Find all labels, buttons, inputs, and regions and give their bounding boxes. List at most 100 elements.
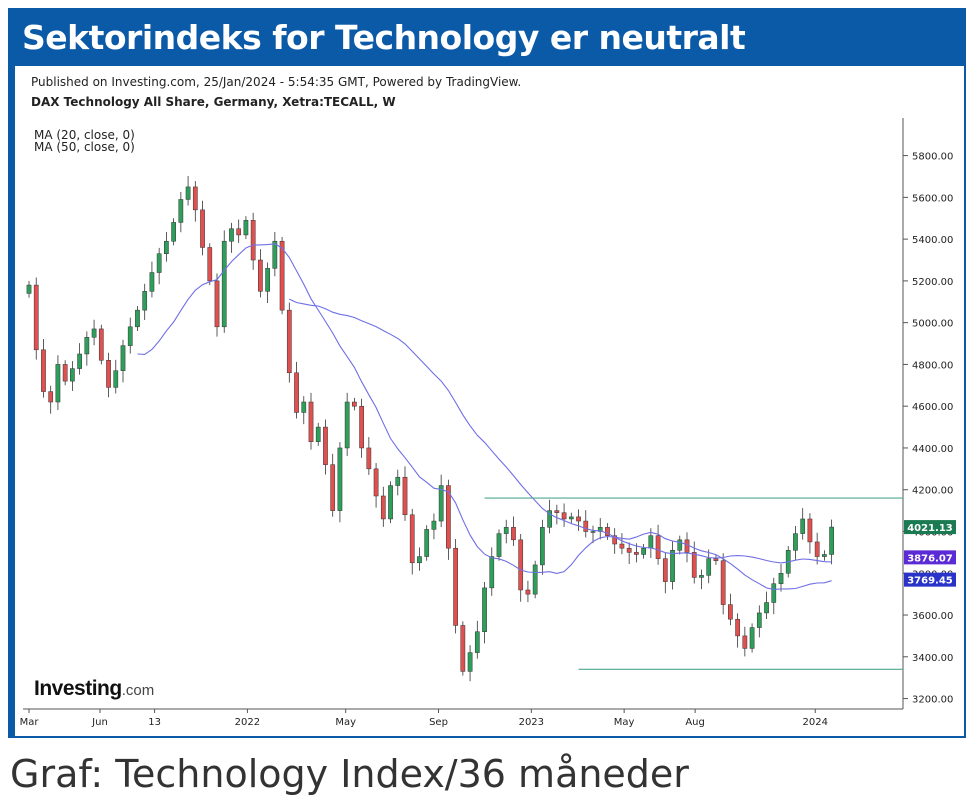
candle-body xyxy=(662,558,668,582)
candle-body xyxy=(511,527,516,541)
candle-body xyxy=(706,558,712,576)
candle-body xyxy=(670,550,675,582)
candle-body xyxy=(482,587,487,632)
candle-body xyxy=(178,199,184,223)
candle-body xyxy=(619,543,625,549)
candle-body xyxy=(91,328,97,338)
ma50-value-tag-bg xyxy=(904,572,956,587)
candle-body xyxy=(258,259,263,292)
x-tick-label: Sep xyxy=(429,717,448,728)
candle-body xyxy=(764,602,769,614)
candle-body xyxy=(605,527,610,536)
candle-body xyxy=(344,401,350,449)
candle-body xyxy=(330,464,336,511)
candle-body xyxy=(612,535,618,545)
x-tick-label: Mar xyxy=(20,717,40,728)
candle-body xyxy=(590,531,596,533)
candle-body xyxy=(778,573,784,584)
logo-suffix: .com xyxy=(121,682,155,699)
candle-body xyxy=(41,349,46,392)
candle-body xyxy=(532,564,538,595)
candle-body xyxy=(431,520,437,530)
y-tick-label: 5600.00 xyxy=(912,193,953,204)
candle-body xyxy=(720,560,726,605)
candle-body xyxy=(229,228,234,242)
candle-body xyxy=(438,485,444,522)
y-tick-label: 4200.00 xyxy=(912,486,953,497)
ma50-legend: MA (50, close, 0) xyxy=(34,140,135,154)
ma20-legend: MA (20, close, 0) xyxy=(34,128,135,142)
candle-body xyxy=(359,405,364,449)
candle-body xyxy=(424,529,430,557)
candle-body xyxy=(402,476,408,516)
x-tick-label: Aug xyxy=(685,717,705,728)
candle-body xyxy=(822,554,827,557)
candle-body xyxy=(547,510,552,528)
candle-body xyxy=(525,589,531,595)
candle-body xyxy=(70,368,75,382)
candle-body xyxy=(677,539,683,551)
x-tick-label: 2024 xyxy=(803,717,828,728)
price-chart[interactable]: 3200.003400.003600.003800.004000.004200.… xyxy=(15,66,964,736)
candle-body xyxy=(395,476,401,486)
x-tick-label: May xyxy=(335,717,356,728)
candle-body xyxy=(55,364,61,403)
chart-caption: Graf: Technology Index/36 måneder xyxy=(10,752,689,796)
candle-body xyxy=(294,372,299,413)
x-tick-label: 2022 xyxy=(235,717,260,728)
candle-body xyxy=(373,468,379,497)
ma50-line xyxy=(289,298,832,564)
ma50-value-tag: 3769.45 xyxy=(907,576,953,587)
candle-body xyxy=(583,520,589,532)
candle-body xyxy=(366,447,372,470)
candle-body xyxy=(62,364,68,382)
y-tick-label: 5200.00 xyxy=(912,277,953,288)
candle-body xyxy=(684,539,690,553)
candle-body xyxy=(286,309,292,374)
y-tick-label: 5000.00 xyxy=(912,319,953,330)
x-tick-label: 2023 xyxy=(519,717,544,728)
candle-body xyxy=(26,284,32,294)
candle-body xyxy=(749,627,755,649)
candle-body xyxy=(467,652,473,672)
candle-body xyxy=(460,625,466,672)
candle-body xyxy=(742,635,748,649)
candle-body xyxy=(185,186,191,200)
investing-logo: Investing.com xyxy=(34,677,154,701)
candle-body xyxy=(713,558,719,561)
y-tick-label: 4600.00 xyxy=(912,402,953,413)
candle-body xyxy=(728,604,733,620)
candle-body xyxy=(626,547,632,553)
candle-body xyxy=(265,268,270,292)
candle-body xyxy=(48,391,54,403)
candle-body xyxy=(323,426,328,465)
candle-body xyxy=(496,533,502,557)
candle-body xyxy=(561,512,567,520)
chart-panel: 3200.003400.003600.003800.004000.004200.… xyxy=(15,66,964,736)
candle-body xyxy=(192,186,198,211)
candle-body xyxy=(814,541,820,557)
y-tick-label: 4800.00 xyxy=(912,360,953,371)
y-tick-label: 3600.00 xyxy=(912,611,953,622)
ma20-line xyxy=(137,243,832,590)
candle-body xyxy=(221,240,227,328)
candle-body xyxy=(315,426,321,442)
candle-body xyxy=(576,516,581,522)
candle-body xyxy=(200,209,205,248)
candle-body xyxy=(409,514,415,564)
candle-body xyxy=(113,370,119,388)
candle-body xyxy=(308,401,314,442)
logo-brand: Investing xyxy=(34,677,122,700)
last-price-tag: 4021.13 xyxy=(907,523,953,534)
candle-body xyxy=(699,575,704,578)
candle-body xyxy=(236,228,242,236)
candle-body xyxy=(554,510,560,513)
y-tick-label: 3200.00 xyxy=(912,695,953,706)
y-tick-label: 5800.00 xyxy=(912,152,953,163)
last-price-tag-bg xyxy=(904,520,956,535)
candle-body xyxy=(106,359,111,388)
candle-body xyxy=(417,556,422,564)
y-tick-label: 5400.00 xyxy=(912,235,953,246)
candle-body xyxy=(380,495,386,520)
page-title: Sektorindeks for Technology er neutralt xyxy=(22,18,746,57)
